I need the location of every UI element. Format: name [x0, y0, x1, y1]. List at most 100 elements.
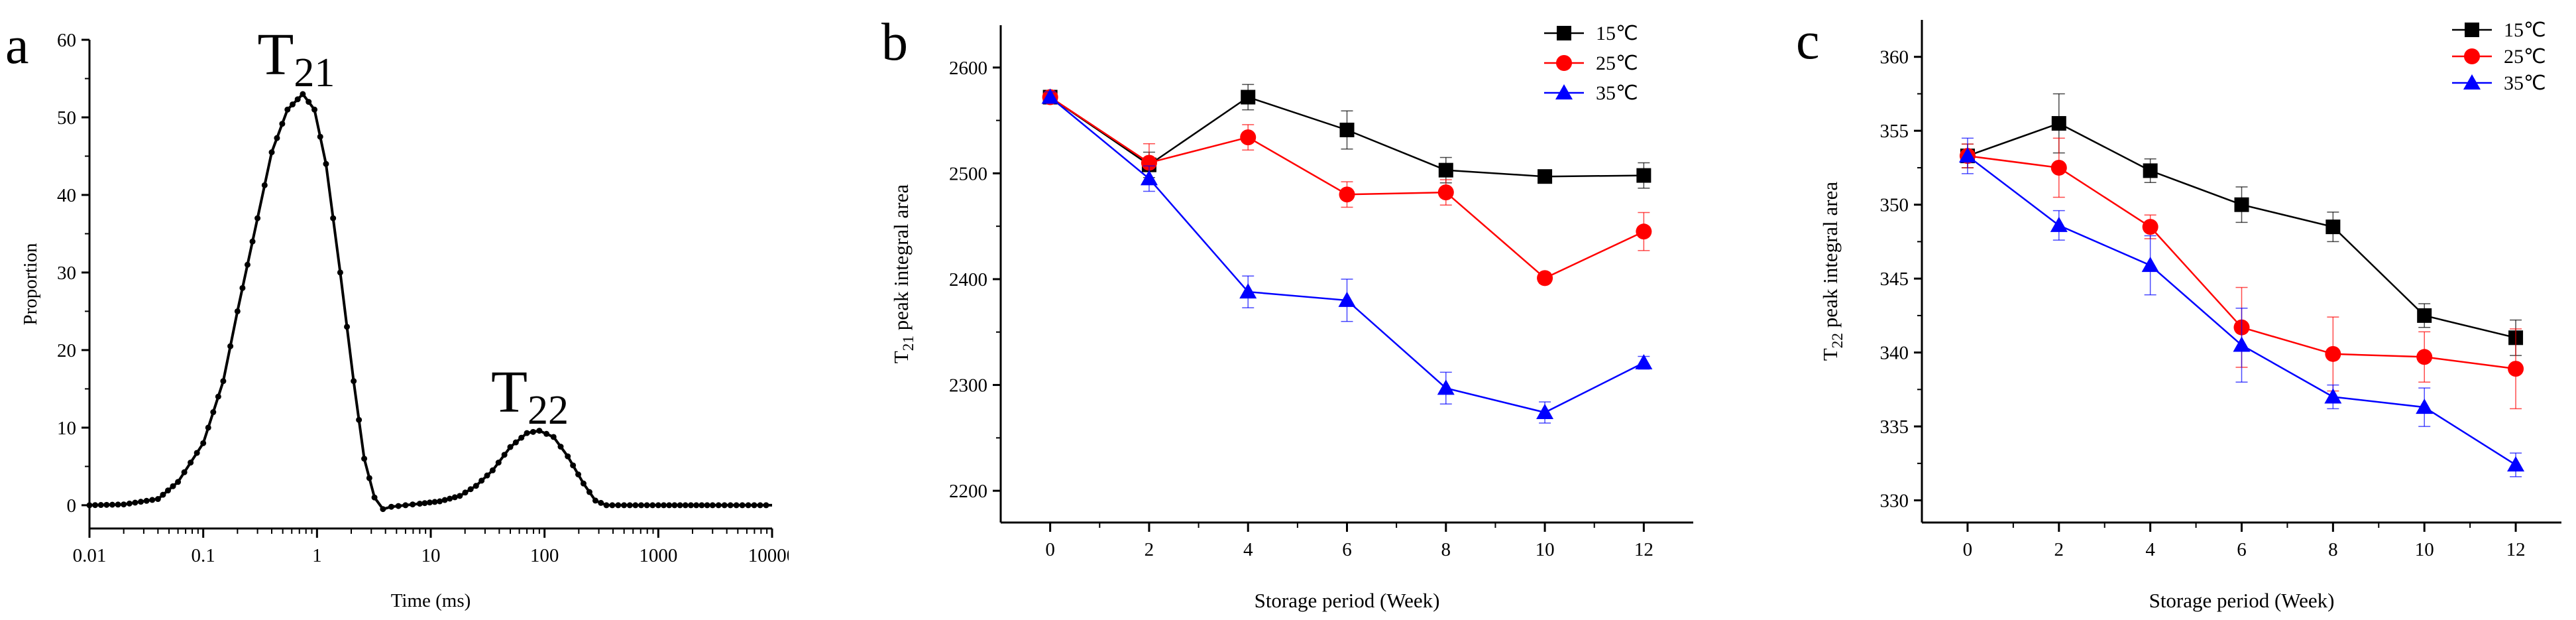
legend-item-0: 15℃ [2452, 19, 2546, 41]
y-tick-label: 360 [1880, 47, 1909, 68]
data-point [317, 133, 323, 140]
data-point [666, 502, 673, 509]
data-point [518, 434, 525, 441]
data-point [388, 503, 394, 510]
y-axis-label-main: T [889, 351, 913, 363]
data-point [626, 502, 633, 509]
x-tick-label: 6 [2237, 539, 2247, 560]
data-point [682, 502, 689, 509]
data-point [361, 456, 368, 462]
x-tick-label: 100 [530, 545, 559, 566]
data-point [644, 502, 650, 509]
data-point [239, 284, 246, 291]
legend-marker [2464, 48, 2480, 64]
data-point [154, 496, 161, 503]
legend-label: 25℃ [2504, 46, 2546, 68]
y-tick-label: 10 [57, 418, 76, 439]
x-tick-label: 0.01 [73, 545, 107, 566]
data-point [1437, 184, 1454, 201]
data-point [149, 497, 156, 503]
legend-item-0: 15℃ [1544, 23, 1638, 44]
y-tick-label: 50 [57, 107, 76, 129]
data-point [1536, 404, 1554, 420]
data-point [709, 502, 716, 509]
x-axis-label: Storage period (Week) [2149, 589, 2335, 612]
data-point [351, 378, 357, 385]
data-point [557, 444, 564, 450]
legend-label: 15℃ [1596, 23, 1638, 44]
data-point [570, 462, 577, 469]
data-point [1437, 379, 1455, 395]
legend-item-2: 35℃ [2452, 72, 2546, 94]
data-point [227, 343, 234, 349]
data-point [170, 483, 176, 489]
legend-marker [1557, 26, 1571, 40]
x-tick-label: 8 [1441, 539, 1451, 560]
data-point [200, 440, 207, 446]
data-point [649, 502, 656, 509]
data-point [1636, 223, 1652, 240]
y-tick-label: 20 [57, 340, 76, 361]
data-point [366, 475, 372, 481]
data-point [543, 430, 550, 437]
data-point [274, 135, 280, 141]
peak-label-sub: 22 [528, 388, 569, 433]
data-point [380, 506, 386, 513]
data-point [2142, 219, 2158, 235]
data-point [2417, 308, 2432, 323]
data-point [300, 91, 306, 97]
data-point [484, 472, 490, 479]
data-point [727, 502, 734, 509]
legend-marker [1556, 55, 1572, 71]
data-point [143, 497, 150, 504]
data-point [2141, 257, 2159, 273]
data-point [575, 471, 582, 478]
x-tick-label: 4 [1243, 539, 1253, 560]
data-point [284, 106, 291, 113]
data-point [592, 497, 598, 504]
data-point [2051, 116, 2066, 131]
data-point [1438, 162, 1453, 178]
data-point [306, 99, 312, 105]
data-point [92, 502, 99, 509]
data-point [138, 499, 144, 505]
data-point [530, 428, 536, 435]
data-point [715, 502, 722, 509]
x-tick-label: 6 [1342, 539, 1352, 560]
data-point [757, 502, 763, 509]
series-0 [1042, 84, 1652, 189]
data-point [763, 502, 769, 509]
panel-letter-b: b [881, 13, 908, 72]
x-tick-label: 8 [2328, 539, 2338, 560]
data-point [467, 486, 474, 493]
series-line [89, 92, 772, 511]
x-tick-label: 2 [2054, 539, 2064, 560]
data-point [1140, 170, 1158, 186]
data-point [395, 503, 402, 509]
y-tick-label: 2600 [949, 58, 987, 79]
data-point [2325, 219, 2341, 235]
y-tick-label: 2200 [949, 481, 987, 502]
data-point [2325, 345, 2341, 362]
peak-label-21: T21 [257, 22, 335, 95]
data-point [121, 501, 127, 508]
data-point [2234, 197, 2249, 212]
legend-marker [1555, 84, 1573, 99]
x-tick-label: 10 [2415, 539, 2434, 560]
data-point [536, 428, 543, 434]
x-tick-label: 1000 [639, 545, 677, 566]
data-point [501, 452, 508, 458]
legend-marker [2465, 23, 2479, 37]
data-point [164, 487, 171, 494]
y-axis-label: T21 peak integral area [889, 184, 917, 363]
data-point [249, 238, 256, 245]
data-point [437, 498, 443, 505]
legend-item-1: 25℃ [1544, 52, 1638, 74]
data-point [1635, 354, 1653, 370]
data-point [2233, 336, 2251, 352]
data-point [739, 502, 746, 509]
chart-a-svg: a 0 10 20 30 40 50 60 0.01 0.1 1 10 100 1000 10000 Time… [5, 17, 789, 611]
y-tick-label: 2300 [949, 375, 987, 397]
peak-label-22: T22 [491, 359, 569, 433]
data-point [294, 96, 301, 103]
